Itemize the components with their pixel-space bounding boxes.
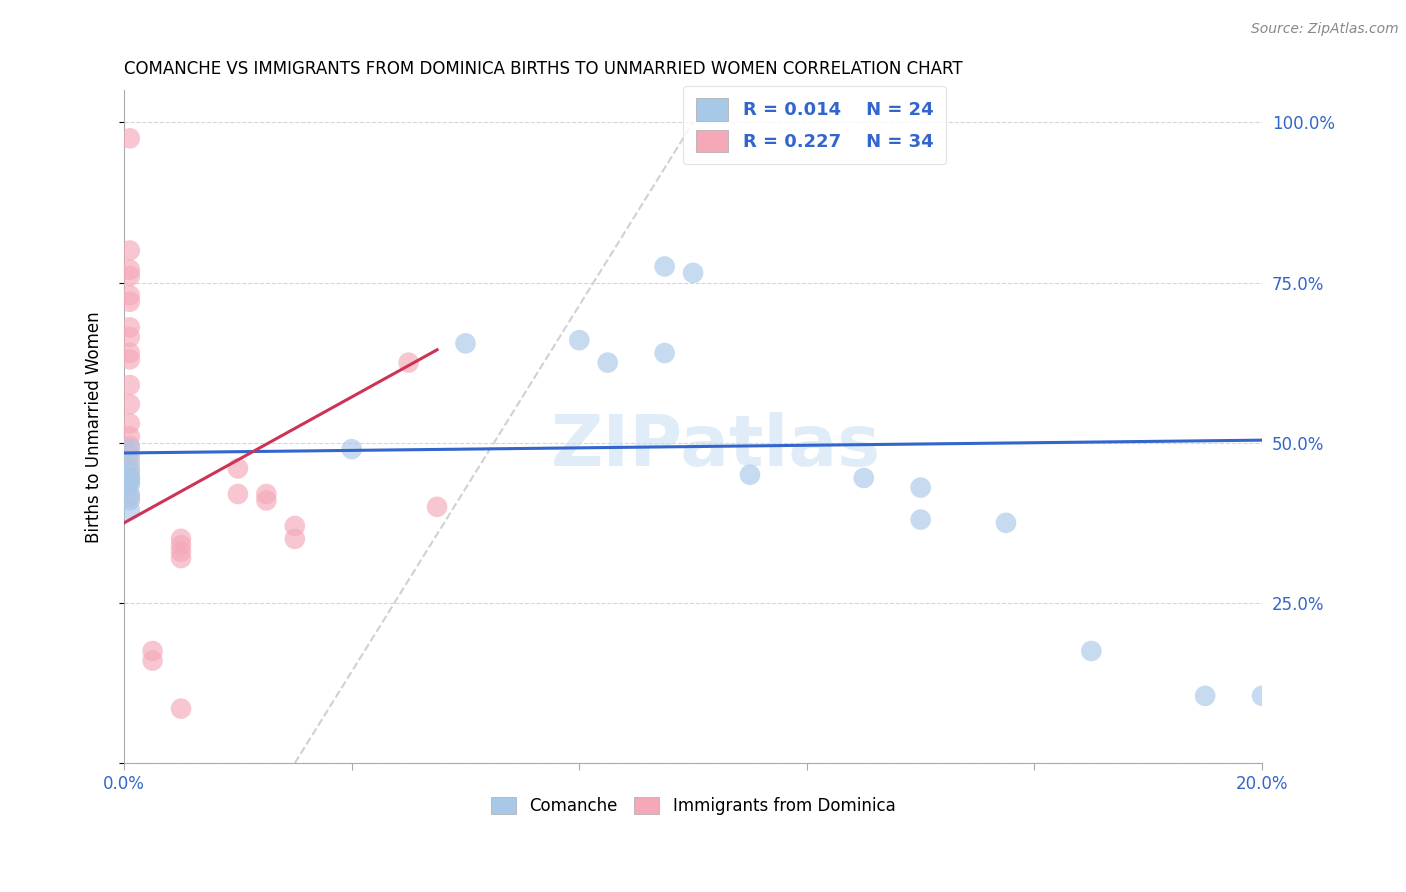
Point	[118, 417, 141, 431]
Point	[568, 333, 591, 347]
Point	[118, 397, 141, 411]
Point	[1194, 689, 1216, 703]
Point	[142, 644, 165, 658]
Point	[738, 467, 761, 482]
Point	[454, 336, 477, 351]
Point	[226, 487, 249, 501]
Point	[118, 378, 141, 392]
Point	[654, 260, 676, 274]
Point	[118, 330, 141, 344]
Point	[118, 294, 141, 309]
Point	[118, 131, 141, 145]
Point	[596, 356, 619, 370]
Point	[118, 244, 141, 258]
Text: COMANCHE VS IMMIGRANTS FROM DOMINICA BIRTHS TO UNMARRIED WOMEN CORRELATION CHART: COMANCHE VS IMMIGRANTS FROM DOMINICA BIR…	[124, 60, 963, 78]
Point	[910, 481, 932, 495]
Point	[254, 487, 277, 501]
Point	[118, 449, 141, 463]
Point	[118, 288, 141, 302]
Point	[118, 269, 141, 284]
Point	[170, 544, 193, 558]
Point	[118, 487, 141, 501]
Point	[118, 320, 141, 334]
Point	[995, 516, 1018, 530]
Point	[910, 513, 932, 527]
Point	[254, 493, 277, 508]
Legend: Comanche, Immigrants from Dominica: Comanche, Immigrants from Dominica	[484, 790, 903, 822]
Point	[340, 442, 363, 457]
Text: ZIPatlas: ZIPatlas	[551, 412, 882, 482]
Point	[118, 477, 141, 491]
Point	[682, 266, 704, 280]
Point	[118, 455, 141, 469]
Point	[852, 471, 875, 485]
Point	[170, 532, 193, 546]
Point	[118, 346, 141, 360]
Point	[170, 538, 193, 552]
Point	[142, 654, 165, 668]
Point	[398, 356, 420, 370]
Point	[118, 490, 141, 504]
Point	[1251, 689, 1274, 703]
Point	[426, 500, 449, 514]
Point	[118, 442, 141, 457]
Point	[118, 262, 141, 277]
Point	[118, 465, 141, 479]
Point	[170, 551, 193, 566]
Point	[284, 532, 307, 546]
Point	[170, 701, 193, 715]
Point	[118, 503, 141, 517]
Point	[654, 346, 676, 360]
Y-axis label: Births to Unmarried Women: Births to Unmarried Women	[86, 311, 103, 542]
Point	[284, 519, 307, 533]
Point	[118, 352, 141, 367]
Point	[118, 471, 141, 485]
Point	[118, 439, 141, 453]
Point	[118, 493, 141, 508]
Point	[118, 429, 141, 443]
Point	[118, 471, 141, 485]
Text: Source: ZipAtlas.com: Source: ZipAtlas.com	[1251, 22, 1399, 37]
Point	[118, 474, 141, 488]
Point	[118, 461, 141, 475]
Point	[226, 461, 249, 475]
Point	[1080, 644, 1102, 658]
